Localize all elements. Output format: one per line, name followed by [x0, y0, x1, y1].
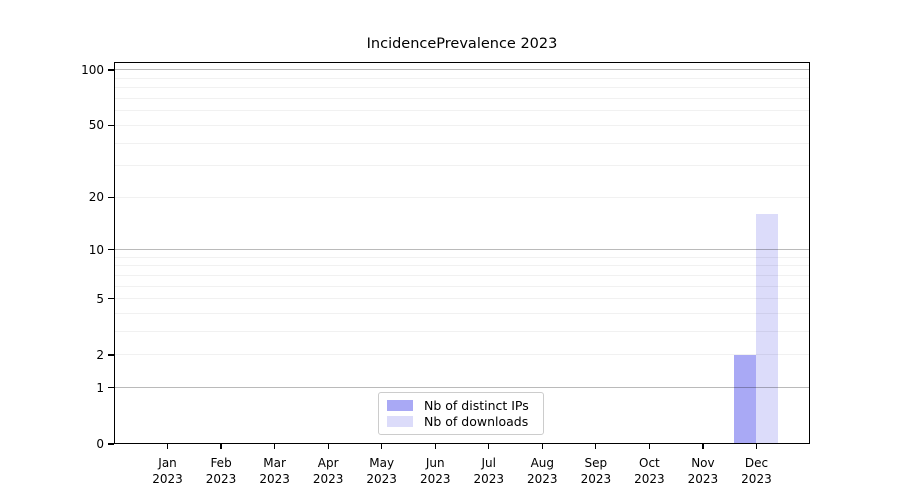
x-tick-year: 2023: [152, 471, 183, 486]
legend-entry-downloads: Nb of downloads: [387, 414, 535, 429]
bar-nb-of-distinct-ips-dec: [734, 354, 757, 444]
gridline-minor-9: [114, 256, 810, 258]
x-tick-label-jan: Jan 2023: [138, 456, 198, 487]
x-tick-jul: [488, 444, 490, 449]
gridline-major-1: [114, 387, 810, 389]
x-tick-year: 2023: [634, 471, 665, 486]
gridline-minor-4: [114, 313, 810, 315]
gridline-minor-5: [114, 298, 810, 300]
gridline-minor-7: [114, 274, 810, 276]
x-tick-month: Jul: [481, 456, 496, 470]
x-tick-month: Mar: [263, 456, 286, 470]
gridline-minor-8: [114, 265, 810, 267]
x-tick-month: Dec: [744, 456, 769, 470]
y-tick-label-2: 2: [96, 347, 104, 362]
x-tick-jan: [166, 444, 169, 449]
x-tick-year: 2023: [366, 471, 397, 486]
x-tick-year: 2023: [259, 471, 290, 486]
y-tick-label-0: 0: [96, 437, 104, 451]
x-tick-apr: [327, 444, 329, 449]
gridline-minor-80: [114, 87, 810, 89]
x-tick-dec: [755, 444, 758, 449]
x-tick-label-dec: Dec 2023: [726, 456, 786, 487]
x-tick-month: Sep: [584, 456, 608, 470]
x-tick-nov: [702, 444, 704, 449]
x-tick-month: Nov: [691, 456, 715, 470]
x-tick-year: 2023: [419, 471, 451, 486]
plot-area: Nb of distinct IPs Nb of downloads 0 1 2 5 1…: [81, 62, 810, 486]
y-tick-label-100: 100: [81, 62, 104, 77]
gridline-major-10: [114, 249, 810, 251]
legend-label-downloads: Nb of downloads: [424, 414, 529, 429]
x-tick-month: Apr: [317, 456, 339, 470]
x-tick-label-may: May 2023: [352, 456, 412, 487]
x-tick-label-aug: Aug 2023: [512, 456, 572, 487]
x-tick-month: May: [369, 456, 395, 470]
x-tick-label-nov: Nov 2023: [673, 456, 733, 487]
x-tick-year: 2023: [741, 471, 772, 486]
x-tick-year: 2023: [205, 471, 237, 486]
legend-swatch-distinct-ips: [387, 400, 413, 411]
y-tick-label-1: 1: [96, 380, 104, 395]
gridline-minor-20: [114, 196, 810, 198]
y-tick-label-50: 50: [88, 118, 104, 133]
y-tick-20: [108, 196, 114, 198]
x-tick-month: Aug: [530, 456, 555, 470]
y-tick-label-20: 20: [88, 190, 104, 205]
x-tick-label-jul: Jul 2023: [459, 456, 519, 487]
y-tick-50: [108, 124, 114, 126]
gridline-minor-70: [114, 98, 810, 100]
x-tick-year: 2023: [473, 471, 505, 486]
x-tick-oct: [648, 444, 650, 449]
x-tick-month: Jun: [425, 456, 445, 470]
x-tick-may: [381, 444, 383, 449]
y-tick-5: [108, 298, 114, 300]
x-tick-mar: [274, 444, 276, 449]
bar-nb-of-downloads-dec: [756, 214, 779, 444]
x-tick-label-oct: Oct 2023: [619, 456, 679, 487]
y-tick-1: [108, 387, 114, 389]
y-tick-label-10: 10: [88, 242, 104, 257]
x-tick-year: 2023: [527, 471, 558, 486]
gridline-minor-90: [114, 77, 810, 79]
gridline-minor-60: [114, 110, 810, 112]
legend: Nb of distinct IPs Nb of downloads: [378, 392, 544, 435]
x-tick-label-feb: Feb 2023: [191, 456, 251, 487]
gridline-major-100: [114, 69, 810, 71]
x-tick-year: 2023: [580, 471, 612, 486]
x-tick-label-jun: Jun 2023: [405, 456, 465, 487]
x-tick-year: 2023: [687, 471, 719, 486]
x-tick-label-apr: Apr 2023: [298, 456, 358, 487]
y-tick-10: [108, 249, 114, 251]
x-tick-feb: [220, 444, 222, 449]
legend-label-distinct-ips: Nb of distinct IPs: [424, 398, 529, 413]
gridline-minor-40: [114, 142, 810, 144]
x-tick-month: Oct: [639, 456, 660, 470]
x-tick-label-mar: Mar 2023: [245, 456, 305, 487]
gridline-minor-2: [114, 354, 810, 356]
gridline-minor-50: [114, 124, 810, 126]
gridline-minor-30: [114, 165, 810, 167]
y-tick-100: [108, 69, 114, 71]
x-tick-aug: [541, 444, 543, 449]
x-tick-jun: [434, 444, 436, 449]
legend-swatch-downloads: [387, 416, 413, 427]
x-tick-month: Feb: [210, 456, 232, 470]
legend-entry-distinct-ips: Nb of distinct IPs: [387, 398, 535, 413]
y-tick-label-5: 5: [96, 291, 104, 306]
chart-title: IncidencePrevalence 2023: [366, 36, 558, 52]
x-tick-year: 2023: [312, 471, 344, 486]
x-tick-label-sep: Sep 2023: [566, 456, 626, 487]
gridline-minor-6: [114, 285, 810, 287]
gridline-minor-3: [114, 331, 810, 333]
x-tick-sep: [595, 444, 597, 449]
x-tick-month: Jan: [158, 456, 177, 470]
y-tick-2: [108, 354, 114, 356]
y-tick-0: [108, 443, 114, 445]
